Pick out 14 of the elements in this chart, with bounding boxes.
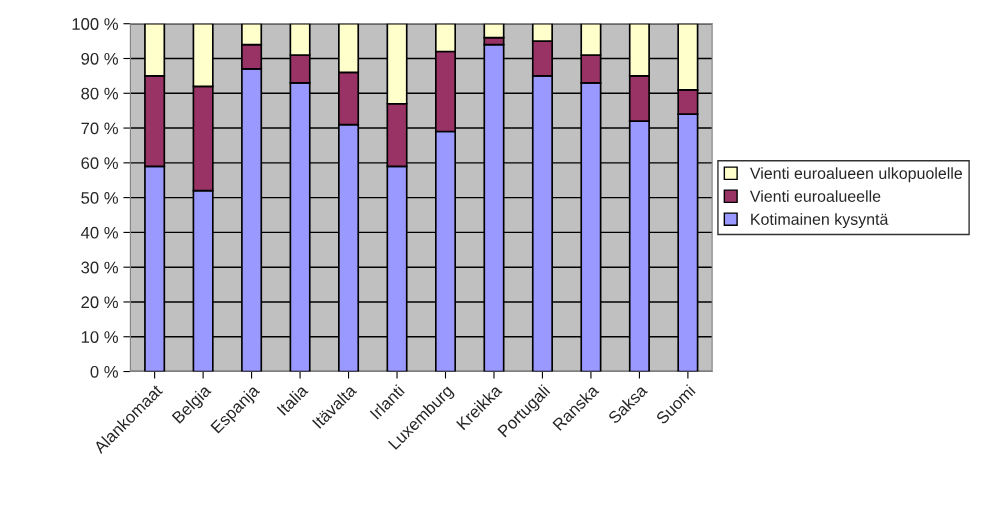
y-tick-label: 80 % — [81, 87, 118, 100]
y-tick-label: 90 % — [81, 52, 118, 65]
y-tick-label: 100 % — [72, 18, 118, 30]
legend-label: Vienti euroalueen ulkopuolelle — [749, 167, 963, 183]
legend-label: Vienti euroalueelle — [749, 190, 881, 202]
y-tick-label: 0 % — [90, 365, 118, 378]
legend-label: Kotimainen kysyntä — [751, 213, 889, 229]
y-tick-label: 20 % — [81, 296, 118, 309]
y-tick-label: 40 % — [80, 226, 118, 239]
y-tick-label: 10 % — [81, 331, 118, 343]
y-tick-label: 50 % — [81, 192, 118, 204]
y-tick-label: 30 % — [81, 261, 118, 274]
y-tick-label: 60 % — [81, 157, 118, 170]
y-tick-label: 70 % — [81, 122, 118, 135]
